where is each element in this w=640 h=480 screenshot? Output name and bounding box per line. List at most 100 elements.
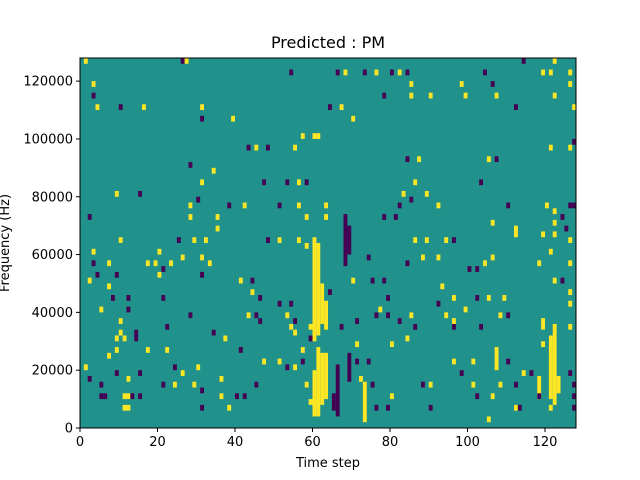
heatmap-cell-low — [386, 295, 391, 301]
heatmap-cell-high — [452, 358, 456, 365]
heatmap-cell-high — [277, 237, 282, 243]
heatmap-cell-high — [188, 202, 193, 209]
heatmap-cell-low — [397, 202, 402, 209]
x-tick-label: 120 — [533, 435, 558, 450]
heatmap-cell-high — [304, 243, 309, 249]
heatmap-cell-high — [390, 393, 394, 400]
x-axis: 0 20 40 60 80 100 120 — [76, 428, 558, 450]
heatmap-cell-low — [161, 381, 166, 388]
heatmap-cell-high — [304, 381, 309, 388]
heatmap-cell-high — [262, 358, 267, 365]
heatmap-cell-high — [196, 364, 201, 371]
heatmap-cell-low — [405, 69, 410, 76]
heatmap-cell-low — [91, 260, 96, 267]
heatmap-cell-low — [506, 312, 511, 319]
y-tick-label: 0 — [65, 422, 73, 437]
heatmap-cell-low — [529, 370, 534, 376]
x-tick-label: 80 — [382, 435, 399, 450]
heatmap-column-high — [320, 352, 325, 405]
heatmap-cell-high — [242, 202, 247, 209]
heatmap-cell-low — [200, 271, 205, 278]
heatmap-cell-high — [114, 347, 119, 353]
heatmap-cell-low — [521, 58, 526, 64]
heatmap-cell-high — [568, 289, 573, 296]
heatmap-cell-high — [308, 323, 313, 330]
heatmap-cell-high — [169, 260, 174, 267]
heatmap-cell-high — [428, 381, 433, 388]
heatmap-cell-low — [134, 335, 139, 342]
heatmap-cell-low — [572, 404, 577, 411]
heatmap-cell-low — [397, 318, 402, 324]
heatmap-cell-high — [107, 283, 112, 290]
heatmap-cell-high — [486, 416, 491, 423]
heatmap-cell-low — [254, 312, 259, 319]
y-tick-label: 120000 — [23, 75, 73, 90]
heatmap-cell-low — [188, 312, 193, 319]
heatmap-cell-high — [207, 260, 212, 267]
heatmap-cell-high — [552, 231, 557, 238]
heatmap-cell-high — [359, 375, 363, 382]
heatmap-cell-low — [436, 300, 441, 307]
heatmap-cell-low — [560, 214, 565, 220]
heatmap-cell-high — [211, 167, 216, 174]
heatmap-cell-high — [463, 92, 468, 99]
heatmap-cell-low — [366, 358, 371, 365]
heatmap-cell-high — [436, 202, 441, 209]
heatmap-cell-high — [514, 231, 518, 238]
heatmap-cell-high — [184, 58, 189, 64]
heatmap-cell-high — [471, 358, 476, 365]
heatmap-cell-low — [235, 393, 239, 400]
heatmap-cell-high — [118, 237, 123, 243]
heatmap-cell-low — [421, 381, 425, 388]
y-axis: 0 20000 40000 60000 80000 100000 120000 — [23, 75, 80, 437]
heatmap-cell-low — [87, 214, 92, 220]
heatmap-cell-high — [277, 358, 282, 365]
heatmap-cell-high — [126, 404, 131, 411]
heatmap-column-high — [362, 381, 367, 423]
heatmap-cell-low — [254, 381, 259, 388]
heatmap-cell-high — [490, 254, 495, 261]
heatmap-cell-low — [250, 277, 255, 284]
heatmap-cell-low — [196, 196, 201, 203]
heatmap-cell-high — [200, 104, 205, 111]
heatmap-cell-high — [300, 133, 305, 139]
heatmap-cell-high — [180, 370, 185, 376]
heatmap-cell-low — [452, 237, 456, 243]
heatmap-cell-low — [428, 404, 433, 411]
heatmap-cell-high — [452, 295, 456, 301]
heatmap-cell-high — [83, 364, 88, 371]
heatmap-cell-high — [548, 69, 553, 76]
heatmap-cell-low — [277, 202, 282, 209]
plot-area — [79, 57, 577, 429]
heatmap-cell-high — [293, 364, 298, 371]
heatmap-cell-high — [413, 237, 418, 243]
heatmap-cell-high — [285, 312, 290, 319]
heatmap-cell-high — [126, 375, 131, 382]
heatmap-cell-low — [285, 179, 290, 186]
heatmap-cell-low — [572, 393, 577, 400]
heatmap-cell-low — [328, 104, 332, 111]
heatmap-cell-low — [382, 92, 387, 99]
chart-title: Predicted : PM — [271, 33, 385, 52]
heatmap-cell-low — [386, 404, 391, 411]
heatmap-cell-low — [339, 323, 344, 330]
heatmap-cell-low — [188, 162, 193, 168]
heatmap-cell-high — [351, 115, 356, 122]
heatmap-cell-high — [145, 347, 150, 353]
heatmap-cell-high — [548, 248, 553, 255]
heatmap-cell-low — [374, 312, 379, 319]
x-axis-label: Time step — [295, 456, 360, 471]
y-tick-label: 40000 — [32, 306, 73, 321]
heatmap-cell-low — [293, 318, 298, 324]
heatmap-cell-low — [405, 156, 410, 163]
x-tick-label: 40 — [227, 435, 244, 450]
heatmap-cell-high — [219, 375, 224, 382]
heatmap-cell-low — [304, 179, 309, 186]
x-tick-label: 100 — [455, 435, 480, 450]
heatmap-cell-low — [335, 69, 340, 76]
heatmap-cell-high — [483, 260, 487, 267]
heatmap-cell-high — [545, 202, 549, 209]
heatmap-cell-low — [176, 237, 181, 243]
heatmap-column-high — [494, 347, 499, 371]
heatmap-cell-high — [541, 341, 546, 348]
